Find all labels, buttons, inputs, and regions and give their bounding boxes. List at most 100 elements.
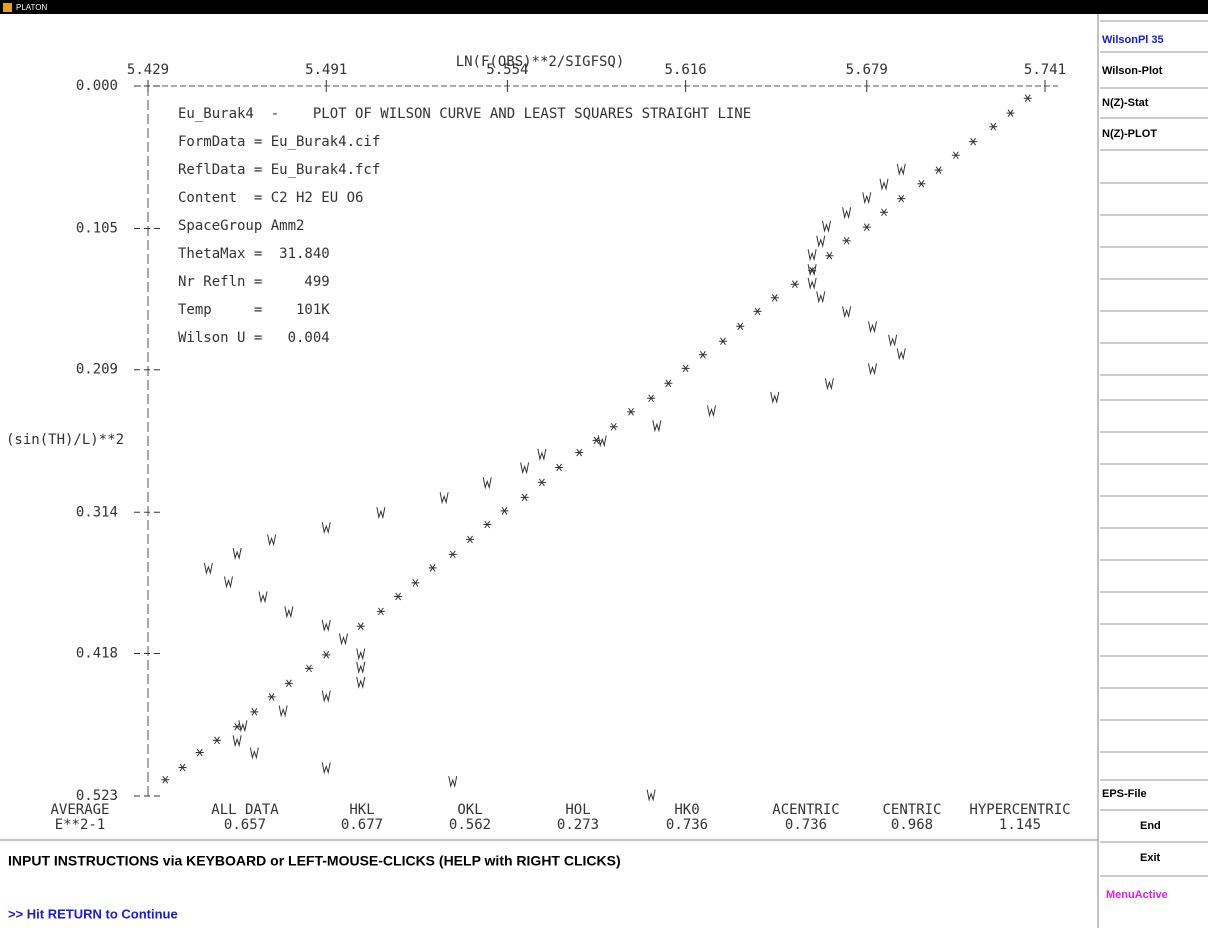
data-point xyxy=(339,633,348,646)
data-point xyxy=(448,550,457,559)
data-point xyxy=(681,364,690,373)
data-point xyxy=(880,208,888,217)
x-tick-label: 5.616 xyxy=(665,62,707,78)
x-axis-label: LN(F(OBS)**2/SIGFSQ) xyxy=(456,54,625,70)
stat-value: 0.562 xyxy=(449,817,491,833)
stat-value: 0.273 xyxy=(557,817,599,833)
plot-note: Wilson U = 0.004 xyxy=(178,330,330,346)
data-point xyxy=(647,394,656,403)
data-point xyxy=(555,463,564,472)
data-point xyxy=(862,192,872,205)
data-point xyxy=(203,562,213,575)
stat-label: HOL xyxy=(565,802,590,818)
data-point xyxy=(356,661,366,674)
data-point xyxy=(428,564,437,572)
data-point xyxy=(822,220,831,233)
data-point xyxy=(816,235,826,248)
data-point xyxy=(537,448,547,461)
data-point xyxy=(376,507,386,520)
data-point xyxy=(322,651,331,659)
data-point xyxy=(439,492,449,505)
data-point xyxy=(868,321,877,334)
menu-item[interactable]: End xyxy=(1140,820,1161,832)
stat-value: 0.968 xyxy=(891,817,933,833)
app-icon xyxy=(3,3,12,12)
data-point xyxy=(278,705,288,718)
stat-label: CENTRIC xyxy=(882,802,941,818)
data-point xyxy=(575,448,584,457)
data-point xyxy=(305,664,313,673)
data-point xyxy=(394,592,403,601)
data-point xyxy=(250,708,259,716)
stat-header: AVERAGE xyxy=(50,802,109,818)
menu-item[interactable]: MenuActive xyxy=(1106,889,1168,901)
data-point xyxy=(267,693,276,701)
stat-value: 0.657 xyxy=(224,817,266,833)
data-point xyxy=(897,194,906,203)
data-point xyxy=(520,462,530,475)
x-tick-label: 5.741 xyxy=(1024,62,1066,78)
menu-item[interactable]: Exit xyxy=(1140,852,1161,864)
data-point xyxy=(753,307,762,316)
stat-label: ACENTRIC xyxy=(772,802,839,818)
plot-note: Content = C2 H2 EU O6 xyxy=(178,190,363,206)
data-point xyxy=(1006,109,1015,117)
menu-item[interactable]: WilsonPl 35 xyxy=(1102,34,1164,46)
data-point xyxy=(321,522,331,535)
stat-value: 0.736 xyxy=(666,817,708,833)
y-tick-label: 0.418 xyxy=(76,645,118,661)
data-point xyxy=(824,378,834,391)
data-point xyxy=(842,207,852,220)
data-point xyxy=(448,775,458,789)
data-point xyxy=(321,690,331,703)
data-point xyxy=(482,477,492,490)
y-tick-label: 0.314 xyxy=(76,504,118,520)
data-point xyxy=(258,591,268,604)
data-point xyxy=(862,223,871,231)
stat-label: HK0 xyxy=(674,802,699,818)
x-tick-label: 5.491 xyxy=(305,62,347,78)
data-point xyxy=(238,720,248,733)
data-point xyxy=(609,422,618,431)
data-point xyxy=(934,166,943,174)
data-point xyxy=(770,293,779,302)
data-point xyxy=(267,534,277,547)
stat-label: HKL xyxy=(349,802,374,818)
data-point xyxy=(224,576,233,589)
data-point xyxy=(500,507,509,515)
data-point xyxy=(816,291,826,304)
data-point xyxy=(917,179,926,188)
data-point xyxy=(195,748,204,757)
plot-note: SpaceGroup Amm2 xyxy=(178,218,304,234)
stat-value: 1.145 xyxy=(999,817,1041,833)
data-point xyxy=(1023,94,1032,103)
data-point xyxy=(969,137,978,146)
menu-item[interactable]: EPS-File xyxy=(1102,788,1147,800)
stat-header: E**2-1 xyxy=(55,817,106,833)
plot-note: ThetaMax = 31.840 xyxy=(178,246,330,262)
y-tick-label: 0.105 xyxy=(76,221,118,237)
data-point xyxy=(376,607,385,616)
menu-item[interactable]: Wilson-Plot xyxy=(1102,65,1163,77)
data-point xyxy=(356,676,366,689)
data-point xyxy=(951,151,960,160)
data-point xyxy=(879,178,889,191)
data-point xyxy=(232,547,242,560)
menu-item[interactable]: N(Z)-Stat xyxy=(1102,97,1149,109)
data-point xyxy=(868,363,877,376)
data-point xyxy=(896,163,906,176)
menu-item[interactable]: N(Z)-PLOT xyxy=(1102,128,1157,140)
data-point xyxy=(321,762,331,775)
data-point xyxy=(627,408,635,416)
data-point xyxy=(161,775,170,784)
data-point xyxy=(707,405,716,418)
data-point xyxy=(807,277,817,290)
data-point xyxy=(483,520,492,529)
data-point xyxy=(356,648,366,661)
data-point xyxy=(896,348,906,361)
data-point xyxy=(646,789,656,802)
x-tick-label: 5.429 xyxy=(127,62,169,78)
instructions: INPUT INSTRUCTIONS via KEYBOARD or LEFT-… xyxy=(8,853,621,869)
